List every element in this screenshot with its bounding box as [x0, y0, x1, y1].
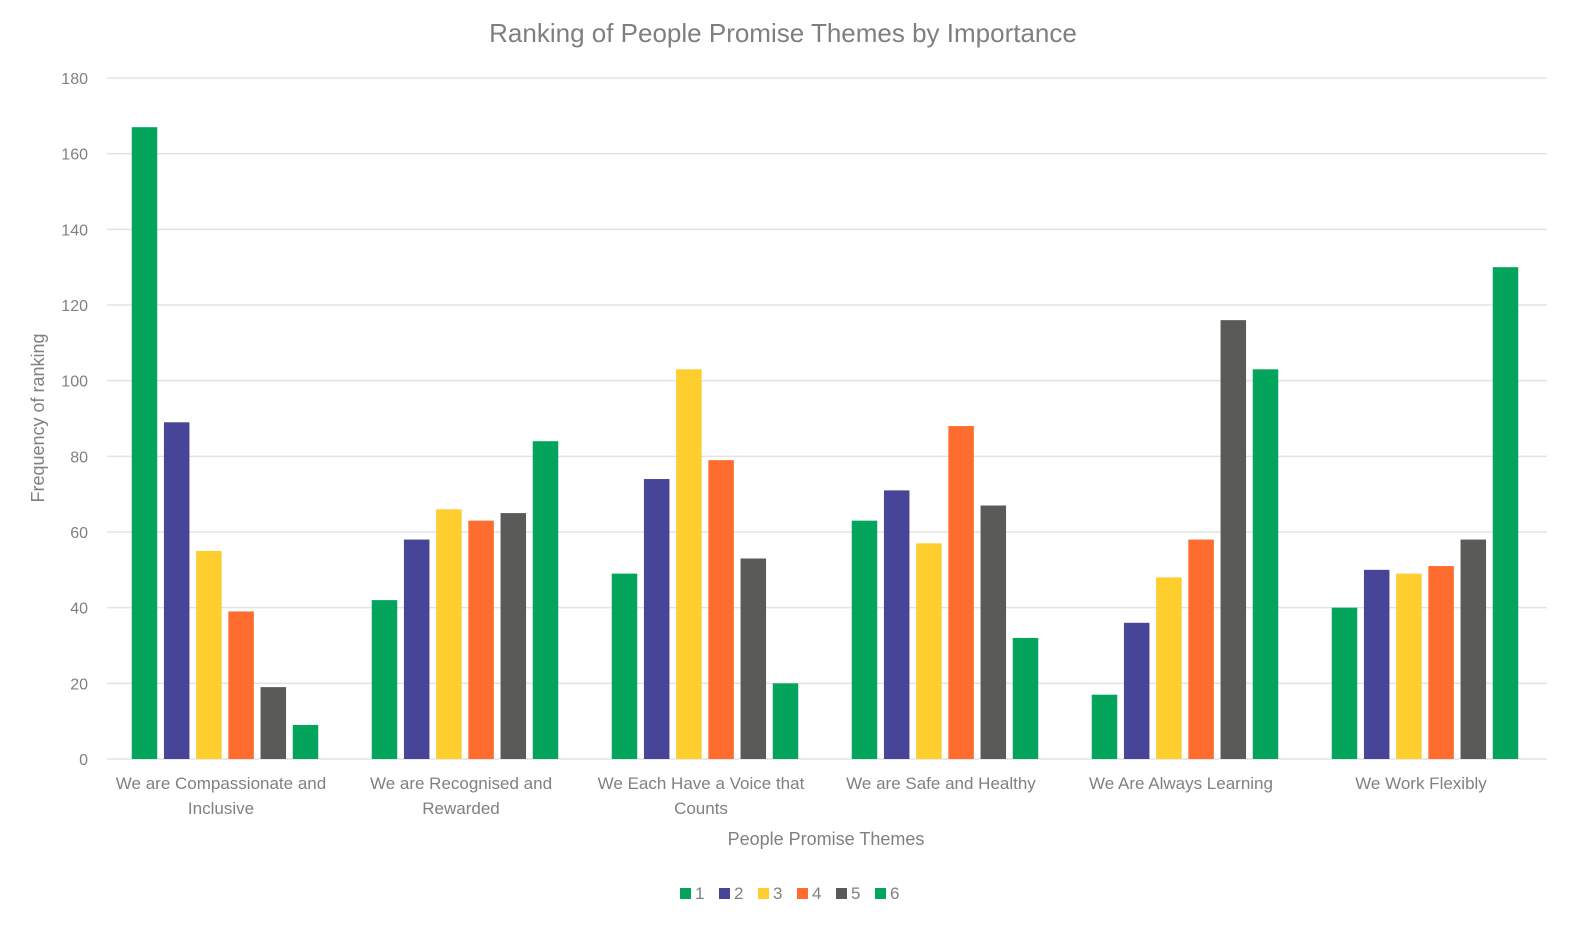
- legend-label: 4: [812, 884, 821, 903]
- bar-5-cat-4: [1220, 320, 1247, 759]
- y-tick-label: 60: [70, 525, 88, 542]
- bar-2-cat-5: [1363, 569, 1390, 759]
- legend-swatch: [680, 888, 691, 899]
- bar-1-cat-1: [371, 600, 398, 759]
- bar-1-cat-4: [1091, 694, 1118, 759]
- y-tick-label: 0: [79, 752, 88, 769]
- bar-2-cat-4: [1123, 622, 1150, 759]
- legend-item-3: 3: [758, 884, 782, 903]
- legend-swatch: [758, 888, 769, 899]
- bar-6-cat-4: [1252, 369, 1279, 759]
- bars: [131, 127, 1519, 759]
- bar-1-cat-3: [851, 520, 878, 759]
- bar-1-cat-5: [1331, 607, 1358, 759]
- y-tick-label: 160: [61, 147, 88, 164]
- gridlines: [107, 77, 1547, 760]
- legend-swatch: [719, 888, 730, 899]
- y-tick-label: 40: [70, 601, 88, 618]
- bar-5-cat-1: [500, 513, 527, 759]
- bar-5-cat-0: [260, 687, 287, 759]
- x-tick-label: Counts: [674, 799, 728, 818]
- legend-label: 6: [890, 884, 899, 903]
- bar-3-cat-1: [436, 509, 462, 759]
- legend-label: 3: [773, 884, 782, 903]
- legend-item-6: 6: [875, 884, 899, 903]
- bar-3-cat-3: [916, 543, 942, 759]
- bar-5-cat-2: [740, 558, 767, 759]
- bar-6-cat-3: [1012, 637, 1039, 759]
- bar-2-cat-0: [163, 422, 190, 759]
- bar-2-cat-1: [403, 539, 430, 759]
- y-tick-label: 120: [61, 298, 88, 315]
- bar-3-cat-0: [196, 550, 222, 759]
- chart-title: Ranking of People Promise Themes by Impo…: [489, 18, 1077, 48]
- legend-swatch: [875, 888, 886, 899]
- legend-label: 5: [851, 884, 860, 903]
- bar-4-cat-0: [228, 611, 254, 759]
- bar-4-cat-5: [1428, 566, 1454, 759]
- bar-6-cat-2: [772, 683, 799, 759]
- x-axis-categories: We are Compassionate and Inclusive We are …: [116, 774, 1488, 818]
- bar-5-cat-5: [1460, 539, 1487, 759]
- legend-item-5: 5: [836, 884, 860, 903]
- bar-6-cat-0: [292, 724, 319, 759]
- x-tick-label: We Are Always Learning: [1089, 774, 1273, 793]
- y-axis-title: Frequency of ranking: [28, 333, 48, 502]
- x-axis-title: People Promise Themes: [728, 829, 925, 849]
- y-axis-ticks: 0 20 40 60 80 100 120 140 160 180: [61, 71, 88, 769]
- legend-swatch: [836, 888, 847, 899]
- legend-swatch: [797, 888, 808, 899]
- x-tick-label: We are Safe and Healthy: [846, 774, 1036, 793]
- bar-3-cat-2: [676, 369, 702, 759]
- y-tick-label: 80: [70, 449, 88, 466]
- bar-1-cat-2: [611, 573, 638, 759]
- bar-3-cat-4: [1156, 577, 1182, 759]
- y-tick-label: 140: [61, 222, 88, 239]
- bar-4-cat-2: [708, 460, 734, 759]
- legend: 1 2 3 4 5 6: [680, 884, 899, 903]
- legend-label: 1: [695, 884, 704, 903]
- x-tick-label: Rewarded: [422, 799, 500, 818]
- y-tick-label: 180: [61, 71, 88, 88]
- legend-label: 2: [734, 884, 743, 903]
- x-tick-label: We Each Have a Voice that: [598, 774, 805, 793]
- x-tick-label: We Work Flexibly: [1355, 774, 1487, 793]
- x-tick-label: Inclusive: [188, 799, 254, 818]
- bar-6-cat-1: [532, 441, 559, 759]
- bar-1-cat-0: [131, 127, 158, 759]
- bar-6-cat-5: [1492, 267, 1519, 759]
- x-tick-label: We are Compassionate and: [116, 774, 326, 793]
- bar-5-cat-3: [980, 505, 1007, 759]
- y-tick-label: 100: [61, 374, 88, 391]
- legend-item-2: 2: [719, 884, 743, 903]
- bar-4-cat-1: [468, 520, 494, 759]
- legend-item-4: 4: [797, 884, 821, 903]
- y-tick-label: 20: [70, 676, 88, 693]
- bar-2-cat-3: [883, 490, 910, 759]
- bar-4-cat-3: [948, 426, 974, 759]
- bar-2-cat-2: [643, 479, 670, 759]
- bar-4-cat-4: [1188, 539, 1214, 759]
- x-tick-label: We are Recognised and: [370, 774, 552, 793]
- legend-item-1: 1: [680, 884, 704, 903]
- bar-3-cat-5: [1396, 573, 1422, 759]
